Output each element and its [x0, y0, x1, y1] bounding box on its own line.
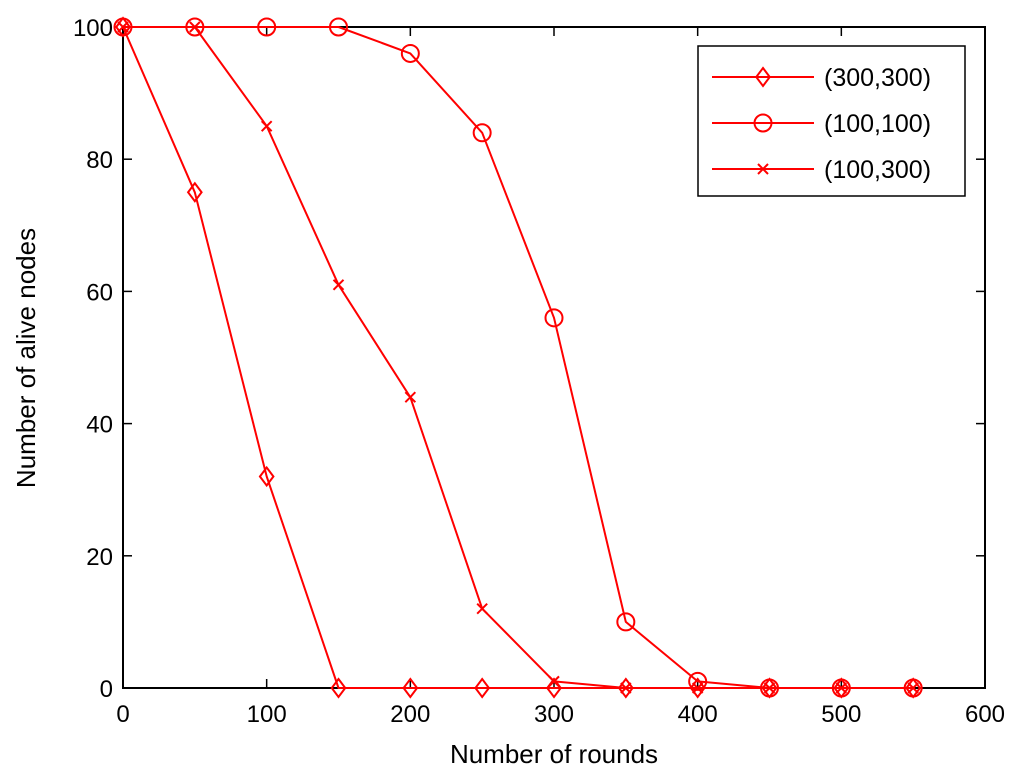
data-point-marker: [476, 602, 488, 615]
data-point-marker: [260, 120, 273, 132]
data-point-marker: [258, 465, 275, 488]
data-point-marker: [544, 308, 564, 328]
legend-label: (100,100): [824, 110, 931, 138]
legend-marker: [753, 113, 773, 133]
legend-marker: [755, 66, 771, 88]
x-tick-label: 0: [116, 701, 129, 728]
legend-entry: (100,300): [712, 156, 931, 184]
x-tick-label: 200: [390, 701, 430, 728]
data-point-marker: [689, 677, 706, 699]
data-point-marker: [332, 279, 345, 291]
data-point-marker: [691, 682, 704, 694]
data-point-marker: [257, 17, 277, 37]
x-tick-label: 300: [534, 701, 574, 728]
legend-entry: (100,100): [712, 110, 931, 138]
data-point-marker: [907, 682, 919, 694]
y-tick-label: 60: [86, 279, 113, 306]
data-point-marker: [329, 17, 348, 37]
data-point-marker: [548, 675, 560, 688]
data-point-marker: [400, 43, 420, 63]
data-point-marker: [616, 612, 636, 632]
y-axis-label: Number of alive nodes: [11, 228, 41, 488]
x-tick-label: 600: [965, 701, 1005, 728]
series-line: [123, 26, 914, 689]
series-layer: [113, 16, 923, 699]
legend-label: (300,300): [824, 64, 931, 92]
data-point-marker: [620, 682, 632, 694]
x-tick-label: 500: [821, 701, 861, 728]
data-point-marker: [402, 677, 419, 699]
y-tick-label: 0: [100, 676, 113, 703]
data-point-marker: [189, 21, 201, 33]
legend-label: (100,300): [824, 156, 931, 184]
x-axis-label: Number of rounds: [450, 739, 658, 769]
legend-box: [697, 45, 966, 197]
data-point-marker: [835, 682, 848, 694]
data-point-marker: [688, 671, 708, 691]
x-tick-label: 400: [678, 701, 718, 728]
data-point-marker: [117, 21, 129, 33]
legend-entry: (300,300): [712, 64, 931, 92]
legend: (300,300) (100,100) (100,300): [697, 45, 966, 197]
y-tick-label: 40: [86, 412, 113, 439]
y-tick-label: 100: [73, 15, 113, 42]
axis-ticks: 0 100 200 300 400 500 600 0 20 40 60 80 100: [73, 15, 1005, 728]
data-point-marker: [330, 677, 347, 699]
series-2: [117, 21, 919, 694]
y-tick-label: 80: [86, 147, 113, 174]
data-point-marker: [472, 123, 492, 143]
data-point-marker: [474, 677, 491, 699]
legend-marker: [757, 163, 769, 175]
data-point-marker: [617, 677, 634, 699]
data-point-marker: [186, 181, 203, 203]
y-tick-label: 20: [86, 544, 113, 571]
data-point-marker: [404, 391, 417, 403]
x-tick-label: 100: [247, 701, 287, 728]
data-point-marker: [763, 682, 776, 694]
